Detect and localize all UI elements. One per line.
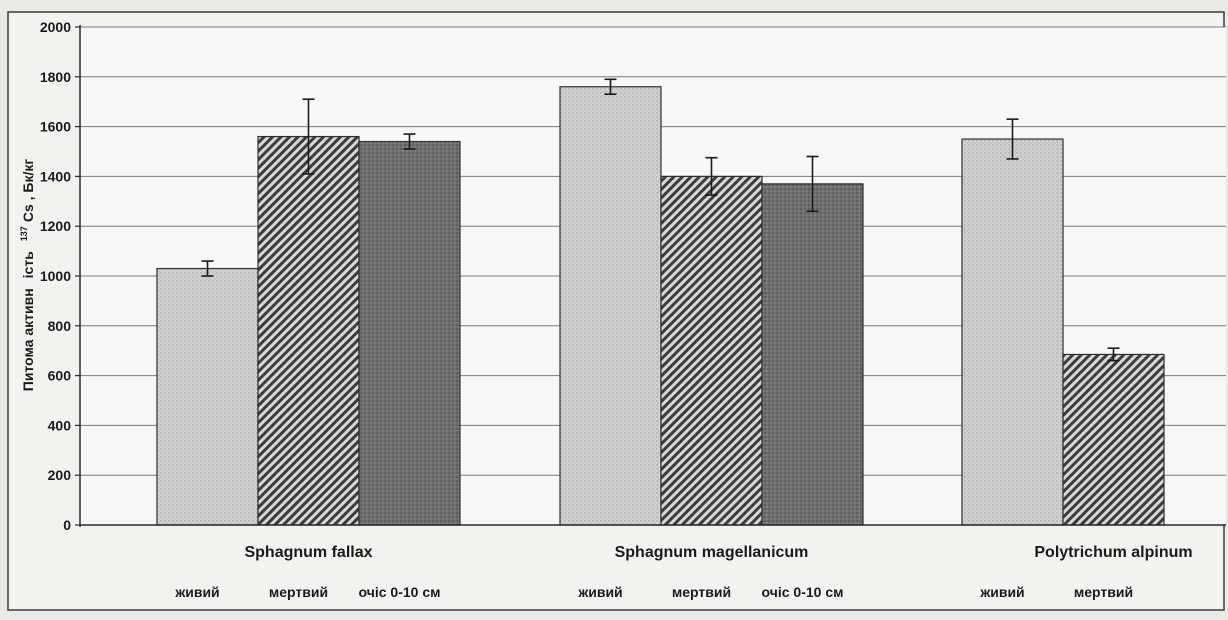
bar — [961, 138, 1064, 526]
bar — [761, 183, 864, 526]
y-axis-ticks: 0 200 400 600 800 1000 1200 1400 1600 1800 2000 — [40, 19, 80, 533]
y-tick-label: 1800 — [40, 69, 71, 85]
y-axis-label-superscript: 137 — [19, 226, 29, 241]
y-axis-label-part2: ість — [20, 251, 36, 279]
bars — [156, 86, 1165, 526]
category-label: живий — [174, 584, 219, 600]
y-tick-label: 200 — [48, 467, 72, 483]
bar — [1062, 353, 1165, 526]
y-tick-label: 2000 — [40, 19, 71, 35]
category-label: очіс 0-10 см — [762, 584, 844, 600]
group-label: Sphagnum magellanicum — [615, 544, 809, 561]
y-tick-label: 600 — [48, 368, 72, 384]
error-bars — [201, 78, 1120, 362]
category-label: живий — [577, 584, 622, 600]
category-label: мертвий — [1074, 584, 1133, 600]
bar — [559, 86, 662, 526]
category-label: живий — [979, 584, 1024, 600]
y-tick-label: 1000 — [40, 268, 71, 284]
y-tick-label: 0 — [63, 517, 71, 533]
x-axis-labels: живий мертвий очіс 0-10 см Sphagnum fallax ж… — [174, 544, 1192, 600]
y-axis-label-part1: Питома активн — [20, 288, 36, 391]
bar — [358, 140, 461, 526]
category-label: очіс 0-10 см — [359, 584, 441, 600]
group-label: Sphagnum fallax — [244, 544, 372, 561]
y-tick-label: 400 — [48, 417, 72, 433]
group-label: Polytrichum alpinum — [1034, 544, 1192, 561]
bar — [257, 135, 360, 526]
bar — [156, 267, 259, 526]
category-label: мертвий — [672, 584, 731, 600]
y-axis-label-part3: Cs , Бк/кг — [20, 159, 36, 223]
bar — [660, 175, 763, 526]
y-tick-label: 1200 — [40, 218, 71, 234]
category-label: мертвий — [269, 584, 328, 600]
y-tick-label: 1400 — [40, 168, 71, 184]
y-tick-label: 800 — [48, 318, 72, 334]
y-tick-label: 1600 — [40, 119, 71, 135]
y-axis-label: Питома активн ість 137 Cs , Бк/кг — [19, 159, 36, 392]
